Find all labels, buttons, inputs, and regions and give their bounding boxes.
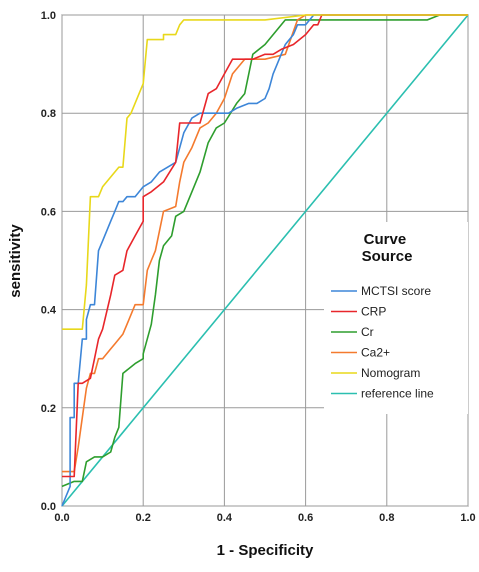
- x-tick-label: 0.6: [298, 512, 313, 524]
- legend-title-line-2: Source: [362, 248, 413, 265]
- series-line-reference-line: [61, 14, 469, 507]
- series-line-crp: [62, 14, 468, 478]
- legend-label: Cr: [361, 325, 374, 339]
- ticks: 0.0 0.2 0.4 0.6 0.8 1.0 0.0 0.2 0.4 0.6 0.8 1.0: [41, 10, 476, 524]
- y-tick-label: 1.0: [41, 10, 56, 22]
- legend-label: Ca2+: [361, 346, 390, 360]
- legend-items: MCTSI score CRP Cr Ca2+ Nomogram reference li…: [331, 284, 434, 401]
- x-tick-label: 0.8: [379, 512, 394, 524]
- legend: Curve Source MCTSI score CRP Cr Ca2+ Nomogra…: [324, 222, 468, 414]
- legend-label: MCTSI score: [361, 284, 431, 298]
- y-tick-label: 0.0: [41, 501, 56, 513]
- y-tick-label: 0.8: [41, 108, 56, 120]
- y-axis-label: sensitivity: [7, 224, 24, 298]
- x-tick-label: 1.0: [460, 512, 475, 524]
- grid: [61, 14, 469, 507]
- x-tick-label: 0.4: [217, 512, 233, 524]
- legend-title: Curve Source: [362, 231, 413, 265]
- series-line-ca2: [62, 14, 468, 473]
- series-line-nomogram: [62, 14, 468, 331]
- y-tick-label: 0.6: [41, 206, 56, 218]
- y-tick-label: 0.2: [41, 403, 56, 415]
- series-line-mctsi-score: [61, 14, 468, 507]
- x-tick-label: 0.2: [136, 512, 151, 524]
- series-line-cr: [61, 14, 468, 488]
- y-tick-label: 0.4: [41, 305, 57, 317]
- x-tick-label: 0.0: [54, 512, 69, 524]
- legend-label: Nomogram: [361, 366, 420, 380]
- x-axis-label: 1 - Specificity: [217, 542, 314, 559]
- legend-title-line-1: Curve: [364, 231, 407, 248]
- legend-label: reference line: [361, 387, 434, 401]
- series-layer: [61, 14, 469, 507]
- legend-box: [324, 222, 468, 414]
- legend-label: CRP: [361, 305, 386, 319]
